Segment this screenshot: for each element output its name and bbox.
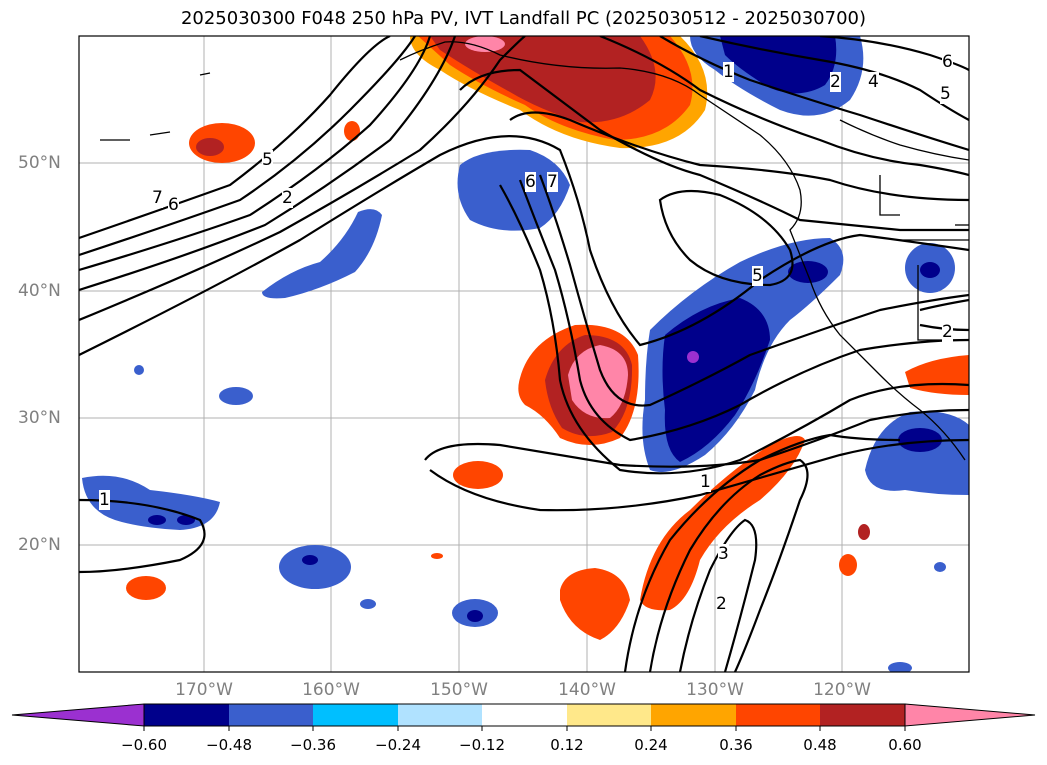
contour-label: 2 bbox=[282, 188, 293, 208]
contour-label: 7 bbox=[152, 188, 163, 208]
negative-anomaly-streak bbox=[262, 209, 382, 299]
contour-label: 1 bbox=[700, 472, 711, 492]
longitude-label: 160°W bbox=[302, 680, 360, 700]
contour-label: 6 bbox=[525, 172, 536, 192]
latitude-label: 30°N bbox=[18, 408, 61, 428]
contour-label: 5 bbox=[752, 266, 763, 286]
latitude-label: 20°N bbox=[18, 535, 61, 555]
contour-label: 5 bbox=[940, 84, 951, 104]
contour-label: 7 bbox=[547, 172, 558, 192]
contour-label: 1 bbox=[99, 490, 110, 510]
colorbar-tick-label: 0.36 bbox=[719, 736, 753, 754]
longitude-label: 130°W bbox=[686, 680, 744, 700]
longitude-label: 140°W bbox=[558, 680, 616, 700]
colorbar-tick-label: 0.24 bbox=[634, 736, 668, 754]
ivt-contours bbox=[79, 36, 969, 672]
contour-label: 2 bbox=[942, 322, 953, 342]
longitude-label: 120°W bbox=[813, 680, 871, 700]
map-title: 2025030300 F048 250 hPa PV, IVT Landfall… bbox=[180, 8, 867, 29]
coastlines bbox=[100, 41, 969, 461]
latitude-label: 40°N bbox=[18, 281, 61, 301]
longitude-label: 150°W bbox=[430, 680, 488, 700]
latitude-label: 50°N bbox=[18, 153, 61, 173]
colorbar-tick-label: 0.12 bbox=[550, 736, 584, 754]
contour-label: 2 bbox=[716, 594, 727, 614]
contour-label: 5 bbox=[262, 150, 273, 170]
colorbar-tick-label: −0.60 bbox=[121, 736, 167, 754]
contour-label: 6 bbox=[168, 195, 179, 215]
contour-label: 1 bbox=[723, 62, 734, 82]
negative-anomaly-north-pacific bbox=[457, 149, 570, 231]
colorbar-tick-label: 0.60 bbox=[888, 736, 922, 754]
colorbar bbox=[11, 703, 1036, 731]
colorbar-tick-label: −0.12 bbox=[459, 736, 505, 754]
colorbar-tick-label: 0.48 bbox=[803, 736, 837, 754]
contour-label: 3 bbox=[718, 544, 729, 564]
map-frame bbox=[78, 35, 970, 673]
contour-label: 4 bbox=[868, 72, 879, 92]
contour-label: 2 bbox=[830, 72, 841, 92]
contour-label: 6 bbox=[942, 52, 953, 72]
colorbar-tick-label: −0.48 bbox=[206, 736, 252, 754]
colorbar-tick-label: −0.36 bbox=[290, 736, 336, 754]
longitude-label: 170°W bbox=[175, 680, 233, 700]
colorbar-tick-label: −0.24 bbox=[375, 736, 421, 754]
